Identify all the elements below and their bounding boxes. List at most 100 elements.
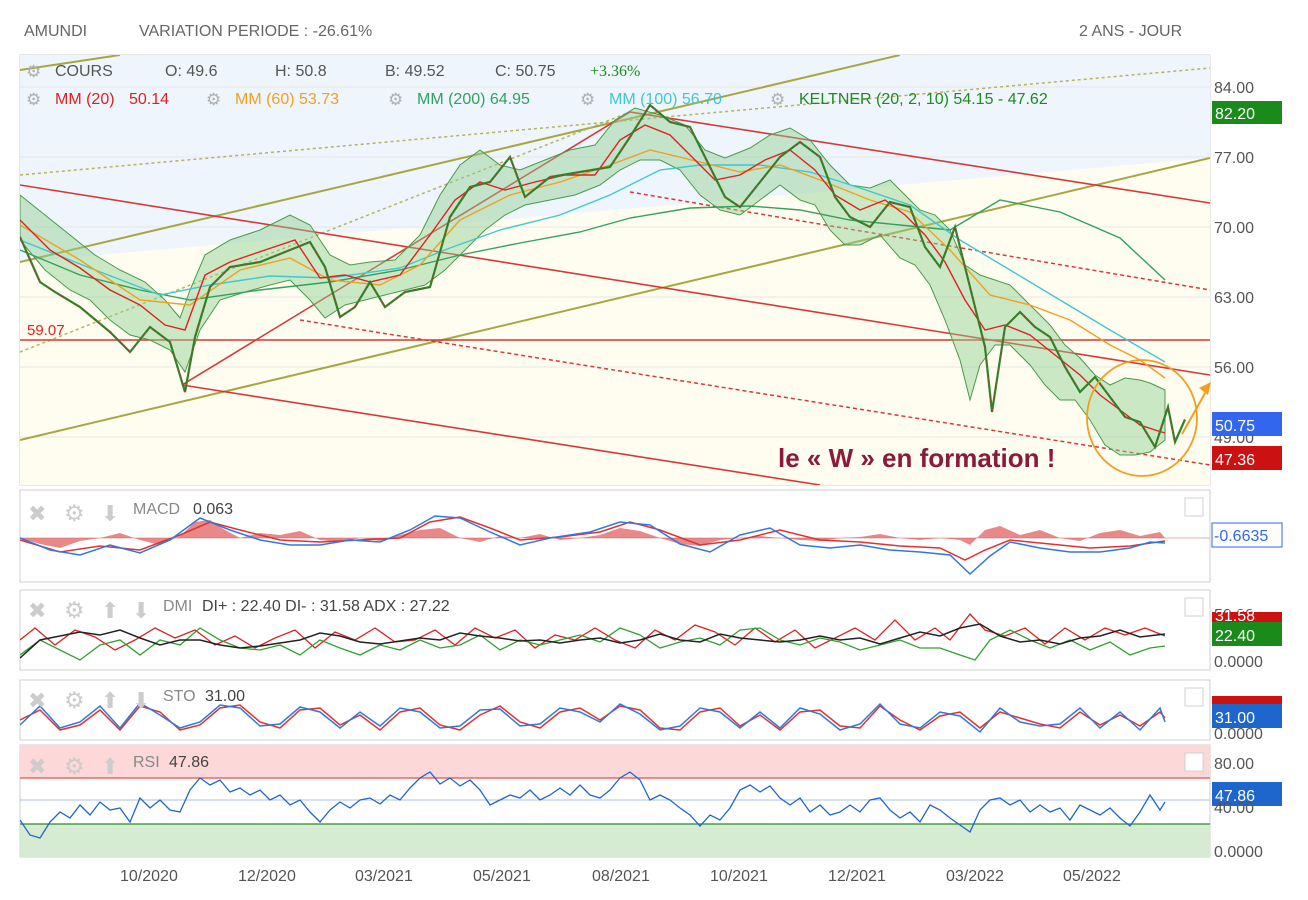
gear-icon[interactable]: ⚙: [64, 754, 85, 780]
open-value: O: 49.6: [165, 63, 218, 80]
keltner-label: KELTNER (20, 2, 10) 54.15 - 47.62: [799, 91, 1048, 108]
tag-di-plus-text: 22.40: [1215, 628, 1255, 645]
red-channel-lower: [181, 384, 821, 485]
dmi-checkbox[interactable]: [1184, 597, 1204, 617]
ma60-line: [20, 149, 1166, 379]
x-tick: 12/2020: [238, 868, 296, 885]
dmi-label: DMI: [163, 598, 192, 615]
sto-k-line: [20, 702, 1166, 734]
breakout-arrow: [1181, 387, 1209, 435]
sto-signal-line: [20, 704, 1166, 732]
arrow-down-icon[interactable]: ⬇: [132, 689, 150, 714]
x-tick: 10/2020: [120, 868, 178, 885]
gear-icon[interactable]: ⚙: [580, 90, 595, 109]
ma60-label: MM (60) 53.73: [235, 91, 339, 108]
x-tick: 03/2021: [355, 868, 413, 885]
tag-macd: [1211, 522, 1283, 548]
red-median-upper: [629, 191, 1210, 291]
tag-di-minus-text: 31.58: [1215, 608, 1255, 625]
ma20-label: MM (20): [55, 91, 115, 108]
low-value: B: 49.52: [385, 63, 445, 80]
tag-sto: [1212, 704, 1282, 728]
arrow-up-icon[interactable]: ⬆: [101, 755, 119, 780]
x-tick: 03/2022: [946, 868, 1004, 885]
arrow-down-icon[interactable]: ⬇: [132, 599, 150, 624]
price-tick: 84.00: [1214, 80, 1254, 97]
tag-di-minus: [1212, 612, 1282, 622]
price-legend: ⚙ COURS O: 49.6 H: 50.8 B: 49.52 C: 50.7…: [26, 62, 1048, 109]
rsi-overbought-zone: [20, 745, 1210, 778]
rsi-line: [20, 771, 1166, 839]
breakout-arrowhead: [1199, 382, 1211, 395]
arrow-up-icon[interactable]: ⬆: [101, 599, 119, 624]
price-tick: 63.00: [1214, 290, 1254, 307]
period-variation: VARIATION PERIODE : -26.61%: [139, 23, 373, 40]
ma100-line: [20, 164, 1166, 363]
price-tick: 56.00: [1214, 360, 1254, 377]
price-axis: 84.00 77.00 70.00 63.00 56.00 49.00 82.2…: [1212, 80, 1282, 470]
x-tick: 05/2021: [473, 868, 531, 885]
sto-panel: ✖ ⚙ ⬆ ⬇ STO 31.00 31.00 0.0000: [19, 679, 1282, 743]
tag-keltner-low-text: 47.36: [1215, 452, 1255, 469]
gear-icon[interactable]: ⚙: [770, 90, 785, 109]
tag-keltner-low: [1212, 446, 1282, 470]
x-tick: 12/2021: [828, 868, 886, 885]
close-icon[interactable]: ✖: [28, 502, 46, 527]
tag-close: [1212, 412, 1282, 436]
high-value: H: 50.8: [275, 63, 327, 80]
sto-value: 31.00: [205, 688, 245, 705]
close-icon[interactable]: ✖: [28, 755, 46, 780]
rsi-panel: ✖ ⚙ ⬆ RSI 47.86 80.00 47.86 40.00 0.0000: [19, 744, 1282, 861]
lower-channel-fill: [20, 158, 1210, 485]
w-pattern-circle: [1086, 359, 1198, 477]
rsi-label: RSI: [133, 754, 160, 771]
rsi-oversold-zone: [20, 824, 1210, 857]
rsi-tick: 80.00: [1214, 756, 1254, 773]
close-icon[interactable]: ✖: [28, 689, 46, 714]
rsi-checkbox[interactable]: [1184, 752, 1204, 772]
tag-di-plus: [1212, 622, 1282, 646]
price-tick: 70.00: [1214, 220, 1254, 237]
arrow-up-icon[interactable]: ⬆: [101, 689, 119, 714]
macd-checkbox[interactable]: [1184, 497, 1204, 517]
macd-value: 0.063: [193, 501, 233, 518]
di-minus-line: [20, 612, 1166, 651]
tag-keltner-high-text: 82.20: [1215, 106, 1255, 123]
sto-checkbox[interactable]: [1184, 687, 1204, 707]
price-panel: le « W » en formation ! 59.07: [19, 54, 1211, 486]
gear-icon[interactable]: ⚙: [26, 62, 41, 81]
olive-median-lower: [20, 111, 631, 353]
change-value: +3.36%: [590, 63, 640, 80]
annotation-text: le « W » en formation !: [778, 443, 1055, 473]
arrow-down-icon[interactable]: ⬇: [101, 502, 119, 527]
gear-icon[interactable]: ⚙: [206, 90, 221, 109]
tag-sto-red: [1212, 696, 1282, 704]
tag-close-text: 50.75: [1215, 418, 1255, 435]
tag-keltner-high: [1212, 101, 1282, 124]
gear-icon[interactable]: ⚙: [64, 598, 85, 624]
symbol-title: AMUNDI: [24, 23, 88, 40]
rsi-tick: 0.0000: [1214, 844, 1263, 861]
dmi-tick-bottom: 0.0000: [1214, 654, 1263, 671]
gear-icon[interactable]: ⚙: [64, 688, 85, 714]
gear-icon[interactable]: ⚙: [26, 90, 41, 109]
close-icon[interactable]: ✖: [28, 599, 46, 624]
x-tick: 08/2021: [592, 868, 650, 885]
rsi-tick: 40.00: [1214, 800, 1254, 817]
red-channel-mid: [20, 184, 1210, 376]
ma200-label: MM (200) 64.95: [417, 91, 530, 108]
period-selector[interactable]: 2 ANS - JOUR: [1079, 23, 1183, 40]
olive-median-upper: [20, 67, 1210, 176]
price-candles: [20, 103, 1187, 450]
adx-line: [20, 623, 1166, 659]
x-tick: 05/2022: [1063, 868, 1121, 885]
x-tick: 10/2021: [710, 868, 768, 885]
olive-channel-upper: [20, 55, 901, 263]
macd-line: [20, 515, 1166, 576]
macd-signal-line: [20, 516, 1166, 561]
tag-macd-text: -0.6635: [1214, 528, 1268, 545]
gear-icon[interactable]: ⚙: [64, 501, 85, 527]
gear-icon[interactable]: ⚙: [388, 90, 403, 109]
sto-tick-bottom: 0.0000: [1214, 726, 1263, 743]
macd-label: MACD: [133, 501, 180, 518]
